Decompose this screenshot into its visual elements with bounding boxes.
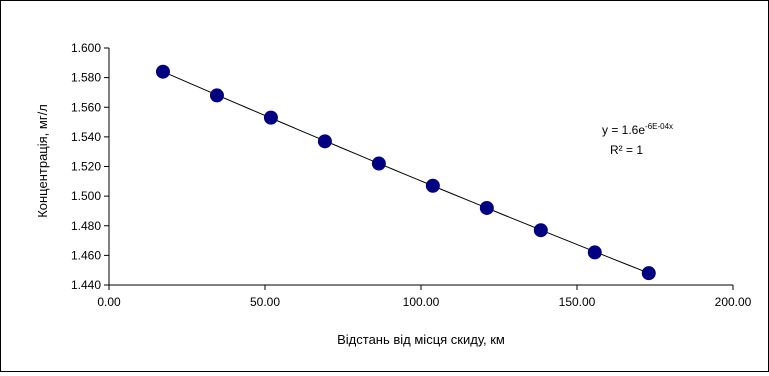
y-tick-label: 1.580 bbox=[71, 71, 101, 85]
data-point bbox=[155, 64, 170, 79]
data-point bbox=[263, 110, 278, 125]
y-tick-label: 1.500 bbox=[71, 189, 101, 203]
x-tick-label: 150.00 bbox=[559, 295, 596, 309]
data-point bbox=[317, 134, 332, 149]
y-tick-label: 1.460 bbox=[71, 248, 101, 262]
y-axis-label: Концентрація, мг/л bbox=[35, 104, 50, 218]
trendline-group bbox=[162, 71, 649, 274]
x-tick-label: 100.00 bbox=[403, 295, 440, 309]
trendline-equation-base: y = 1.6e bbox=[602, 123, 645, 137]
y-tick-label: 1.540 bbox=[71, 130, 101, 144]
y-tick-label: 1.560 bbox=[71, 100, 101, 114]
x-axis-label: Відстань від місця скиду, км bbox=[337, 332, 505, 347]
x-tick-label: 50.00 bbox=[250, 295, 280, 309]
trendline-equation: y = 1.6e-6E-04x bbox=[602, 122, 673, 137]
data-point bbox=[371, 156, 386, 171]
y-tick-label: 1.520 bbox=[71, 160, 101, 174]
trendline bbox=[162, 71, 649, 274]
data-point bbox=[479, 200, 494, 215]
x-tick-label: 0.00 bbox=[97, 295, 121, 309]
data-point bbox=[587, 245, 602, 260]
trendline-equation-exponent: -6E-04x bbox=[645, 122, 673, 131]
data-point bbox=[425, 178, 440, 193]
data-point bbox=[641, 266, 656, 281]
y-tick-label: 1.600 bbox=[71, 41, 101, 55]
x-tick-label: 200.00 bbox=[715, 295, 752, 309]
data-point bbox=[533, 223, 548, 238]
y-tick-label: 1.480 bbox=[71, 219, 101, 233]
y-tick-label: 1.440 bbox=[71, 278, 101, 292]
axes: 1.440 1.460 1.480 1.500 1.520 1.540 1.560 1.580… bbox=[71, 41, 752, 309]
data-point bbox=[209, 88, 224, 103]
data-points bbox=[155, 64, 656, 281]
trendline-r2: R² = 1 bbox=[610, 143, 643, 157]
